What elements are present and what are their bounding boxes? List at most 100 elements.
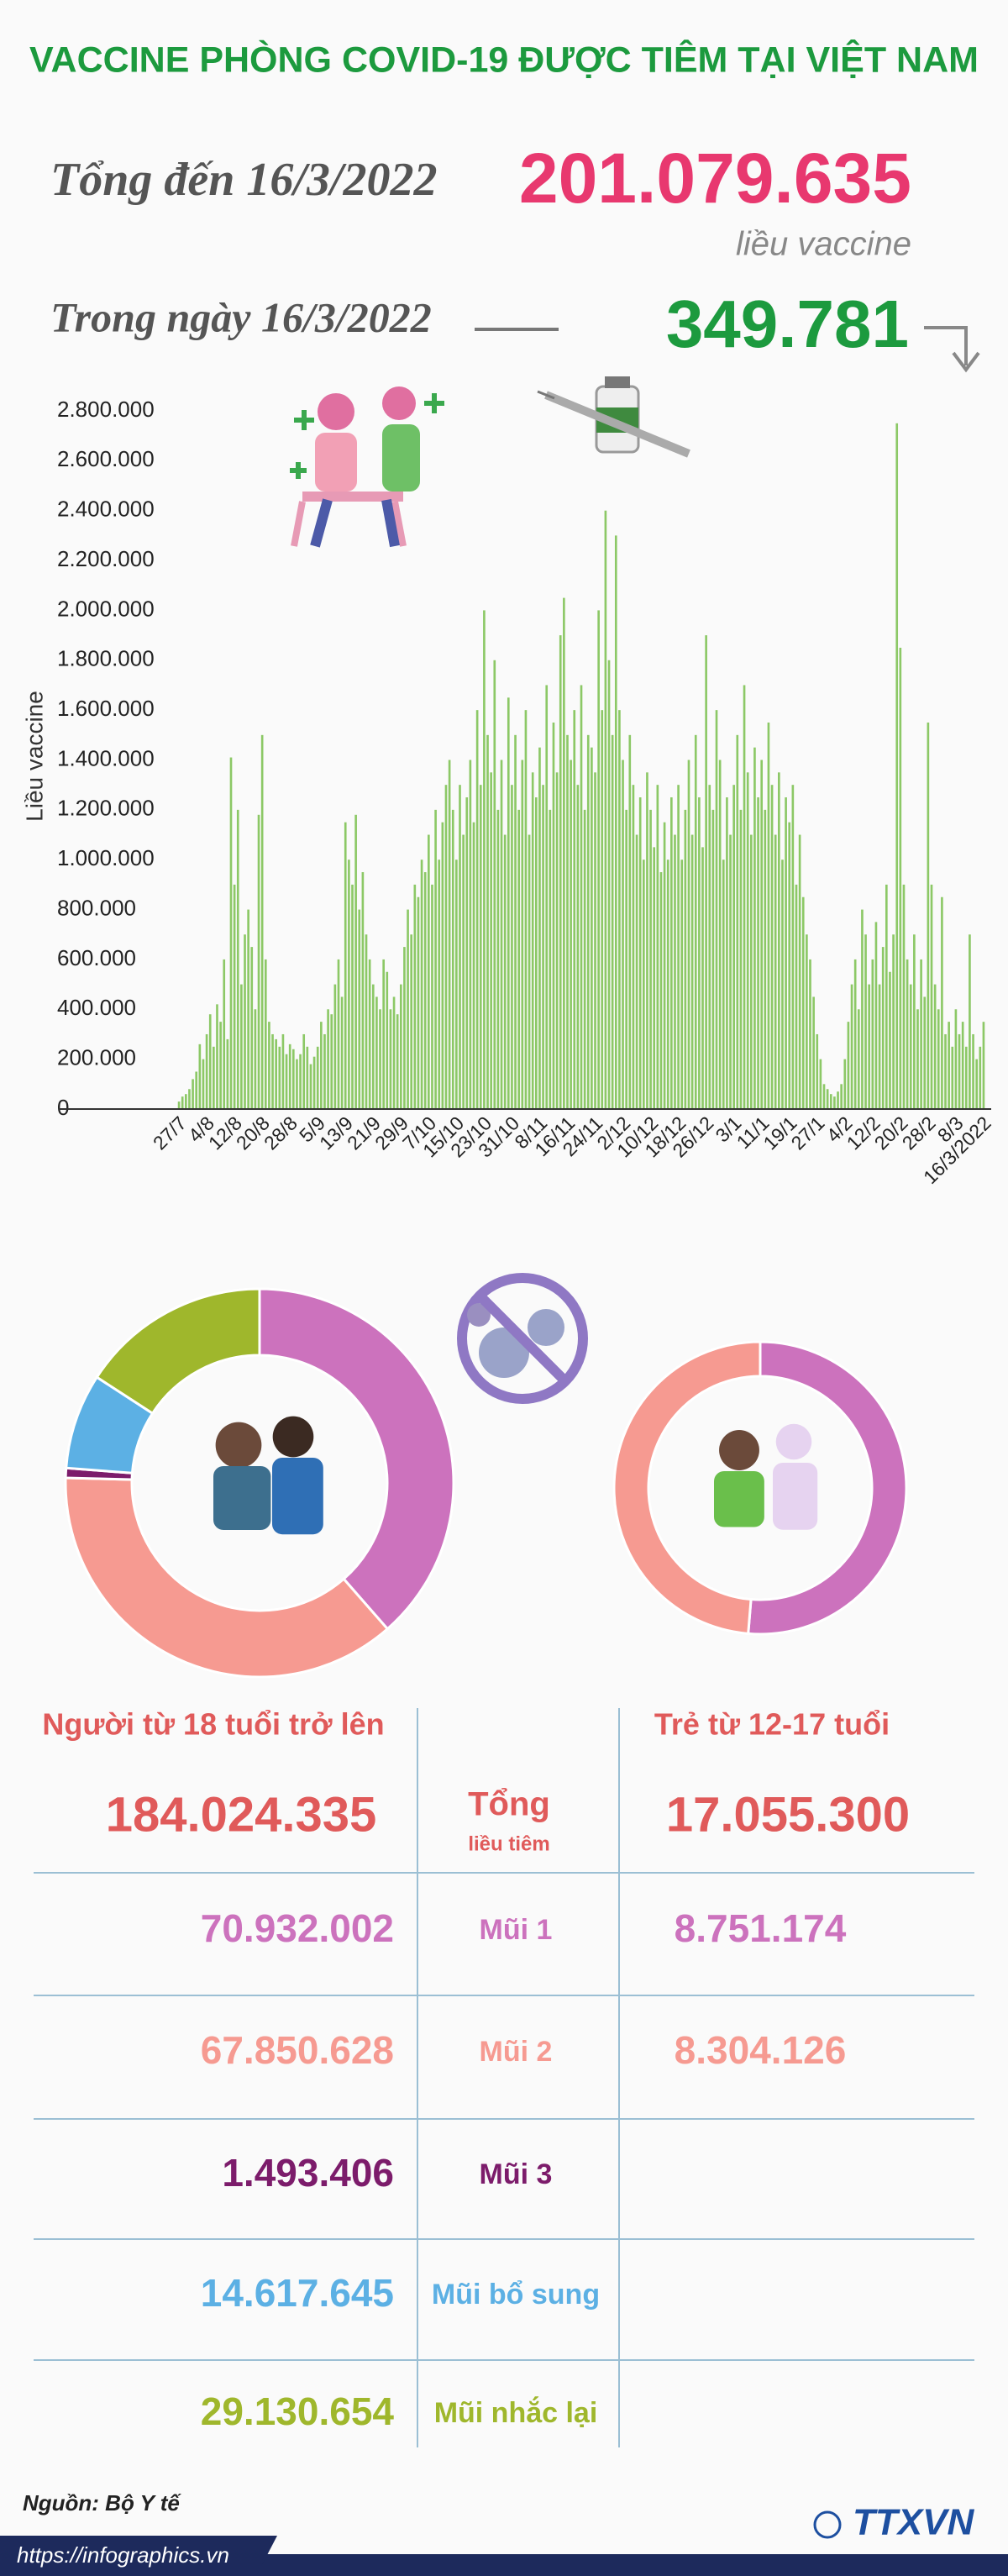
bar [690,834,694,1109]
bar [302,1033,306,1109]
bar [826,1089,829,1109]
bar [646,772,648,1109]
bar [254,1009,257,1109]
bar [632,785,635,1109]
figure-body [773,1463,818,1530]
donut-segment [747,1340,908,1636]
bar [618,710,621,1109]
figure-body [714,1471,764,1527]
y-axis-label: Liều vaccine [21,691,47,822]
bar [649,809,652,1109]
bar [923,996,927,1109]
bar [472,822,475,1109]
y-tick-label: 1.600.000 [57,696,155,721]
figure-head [719,1430,759,1470]
url[interactable]: https://infographics.vn [17,2542,229,2568]
bar [451,809,454,1109]
bar [895,423,899,1109]
bar [490,772,492,1109]
bar [340,996,344,1109]
bar [809,959,811,1109]
total-label: Tổng đến 16/3/2022 [50,154,437,206]
bar [563,597,565,1109]
bar [260,734,264,1109]
bar [951,1046,954,1109]
bar [864,934,867,1109]
y-tick-label: 1.200.000 [57,796,155,821]
bar [684,809,687,1109]
bar [570,760,572,1109]
bar [760,760,764,1109]
bar [711,809,715,1109]
bar [930,884,933,1109]
bar [736,734,739,1109]
bar [386,971,389,1109]
bar [413,884,417,1109]
child-total: 17.055.300 [666,1787,910,1842]
bar [202,1059,205,1109]
bar [517,809,521,1109]
bar [757,797,759,1109]
bar [503,834,507,1109]
bar [428,834,430,1109]
bar [181,1096,184,1109]
bar [511,785,513,1109]
column-header: Người từ 18 tuổi trở lên [42,1707,384,1742]
bar [507,697,510,1109]
bar [837,1091,839,1109]
y-tick-label: 2.800.000 [57,397,155,422]
table-value: 14.617.645 [201,2271,394,2315]
bar [291,1049,295,1109]
bar [847,1022,850,1109]
bar [591,747,593,1109]
bar [531,772,534,1109]
bar [351,884,354,1109]
bar [680,860,684,1109]
y-tick-label: 2.200.000 [57,546,155,571]
bar [500,760,503,1109]
bar [479,785,482,1109]
bar [538,747,541,1109]
bar [889,971,891,1109]
bar [361,872,365,1109]
adult-total: 184.024.335 [106,1787,377,1842]
bar [666,860,669,1109]
bar [459,785,461,1109]
bar [555,772,559,1109]
bar [726,797,728,1109]
bar [320,1022,323,1109]
bar [812,996,815,1109]
y-tick-label: 1.800.000 [57,646,155,671]
bar [264,959,267,1109]
bar [642,860,645,1109]
bar [250,947,254,1109]
bar [701,847,704,1109]
bar [226,1038,229,1109]
bar [954,1009,958,1109]
bar [268,1022,270,1109]
bar [653,847,656,1109]
table-value: 1.493.406 [222,2151,394,2195]
bar [552,722,555,1109]
bar [628,734,632,1109]
bar [229,757,233,1109]
bar [718,760,722,1109]
bar [816,1033,819,1109]
bar [434,809,437,1109]
bar [371,984,375,1109]
bar [948,1022,950,1109]
donut-segment [612,1340,762,1636]
y-tick-label: 0 [57,1095,69,1120]
bar [840,1084,843,1109]
figure-head [215,1422,262,1469]
table-value: 8.751.174 [675,1906,847,1950]
bar [594,772,596,1109]
bar [208,1014,212,1109]
row-label: Mũi 1 [480,1914,553,1946]
bar [920,959,922,1109]
bar [417,896,420,1109]
arrow-icon [924,326,980,373]
bar [774,834,777,1109]
bar [514,734,517,1109]
bar [198,1044,202,1109]
